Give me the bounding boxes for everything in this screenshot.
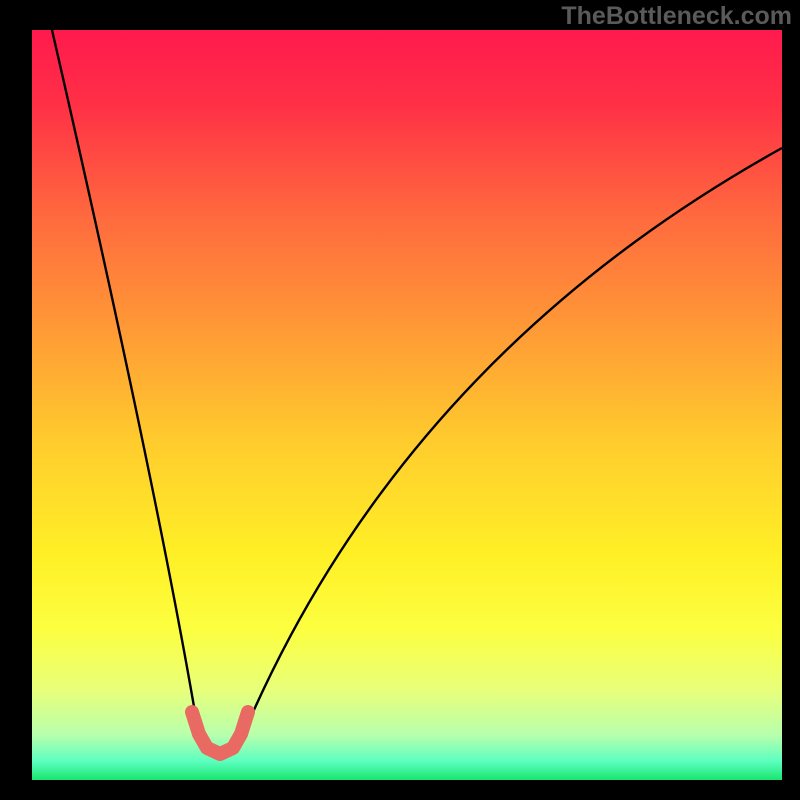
- watermark-text: TheBottleneck.com: [561, 2, 792, 31]
- chart-background: [32, 30, 782, 780]
- chart-plot-area: [0, 0, 800, 800]
- chart-svg: [0, 0, 800, 800]
